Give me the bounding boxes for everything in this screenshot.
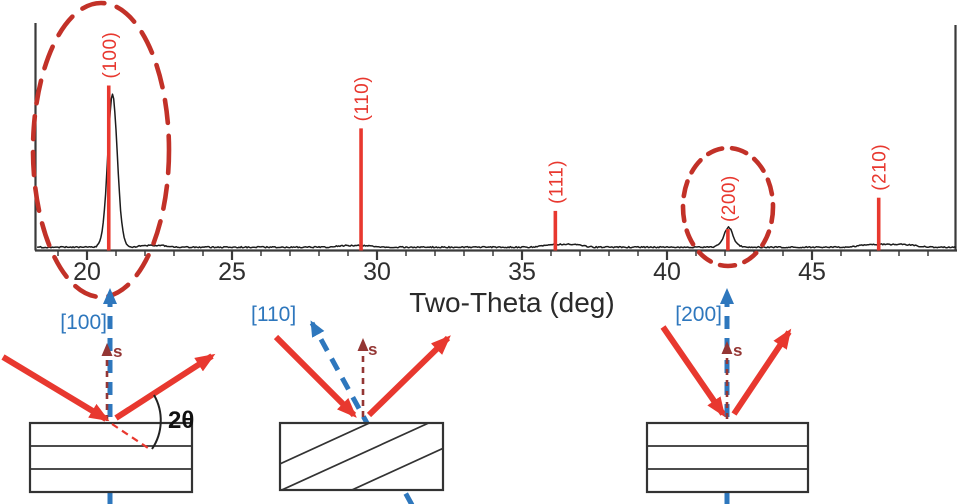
scattering-vector-label: s	[368, 340, 377, 359]
scattering-vector-label: s	[113, 342, 122, 361]
reference-peak-label: (200)	[719, 175, 740, 222]
lattice-plane-line	[349, 447, 442, 490]
x-axis: 20 25 30 35 40 45	[35, 249, 957, 286]
x-tick-label: 45	[798, 258, 826, 286]
incident-beam-arrow	[273, 334, 357, 418]
tilted-lattice-planes	[281, 424, 442, 490]
reference-peak-stems: (100) (110) (111) (200) (210)	[100, 32, 891, 251]
x-tick-label: 25	[218, 258, 246, 286]
lattice-plane-line	[281, 424, 429, 490]
incident-beam-arrow	[660, 325, 726, 418]
beam-extension-dashed-line	[111, 423, 152, 451]
x-tick-label: 40	[653, 258, 681, 286]
diffracted-beam-arrow	[731, 328, 792, 416]
x-tick-label: 20	[73, 258, 101, 286]
two-theta-arc	[151, 394, 162, 450]
x-tick-label: 35	[508, 258, 536, 286]
highlight-ellipse-100	[30, 0, 172, 300]
reference-peak-label: (110)	[352, 76, 373, 121]
diagram-110: [110] s	[251, 303, 451, 504]
direction-label-200: [200]	[675, 303, 722, 326]
direction-label-100: [100]	[60, 311, 107, 334]
measured-trace	[37, 93, 957, 249]
diffracted-beam-arrow	[366, 335, 451, 418]
diagram-200: [200] s	[645, 288, 810, 504]
x-axis-title: Two-Theta (deg)	[409, 287, 614, 318]
highlight-ellipse-200	[680, 145, 776, 269]
reference-peak-label: (111)	[546, 160, 567, 204]
two-theta-label: 2θ	[168, 407, 194, 434]
lattice-plane-line	[281, 424, 370, 465]
direction-label-110: [110]	[251, 303, 296, 326]
diagram-100: 2θ [100] s	[1, 288, 216, 504]
sample-rect	[645, 421, 810, 494]
x-tick-label: 30	[363, 258, 391, 286]
scattering-vector-label: s	[733, 341, 742, 360]
incident-beam-arrow	[1, 354, 110, 422]
reference-peak-label: (100)	[100, 32, 121, 79]
reference-peak-label: (210)	[870, 144, 891, 191]
xrd-plot: 20 25 30 35 40 45 Two-Theta (deg) (100)(110)(…	[30, 0, 957, 318]
sample-rect	[28, 421, 194, 494]
diffracted-beam-arrow	[114, 353, 216, 421]
